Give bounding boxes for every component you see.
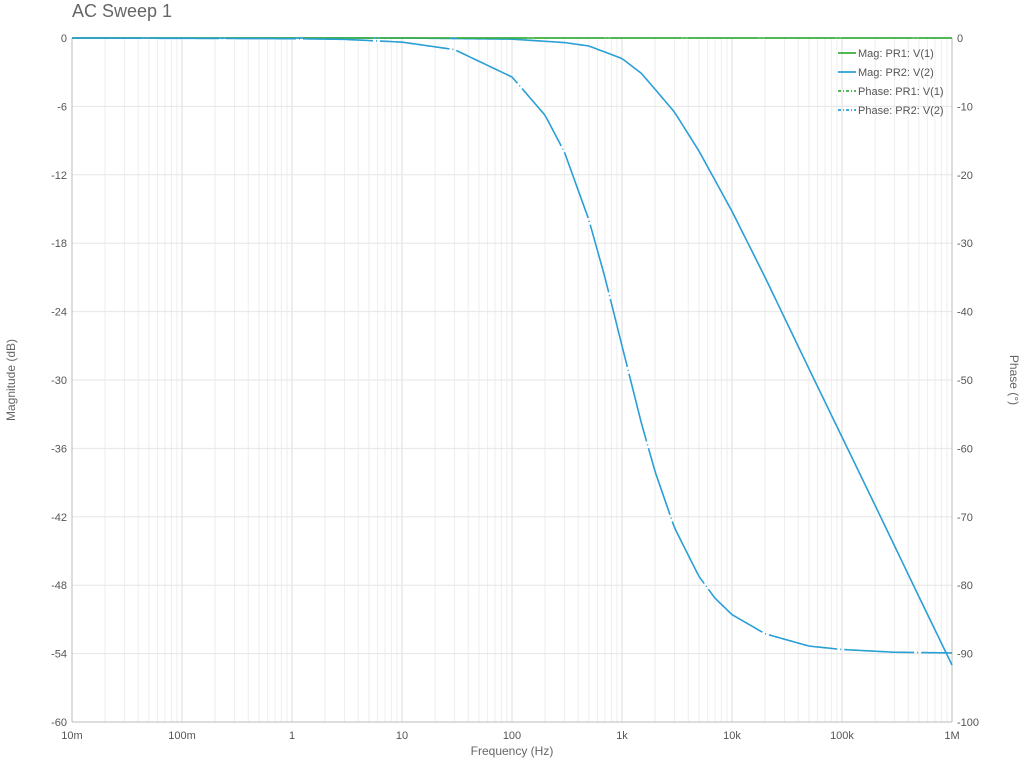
y-tick-label-right: -60 bbox=[957, 443, 973, 455]
x-tick-label: 1 bbox=[289, 730, 295, 742]
y-tick-label-left: -60 bbox=[51, 717, 67, 729]
y-tick-label-right: 0 bbox=[957, 33, 963, 45]
y-tick-label-right: -70 bbox=[957, 512, 973, 524]
y-tick-label-right: -10 bbox=[957, 101, 973, 113]
x-tick-label: 100k bbox=[830, 730, 854, 742]
x-tick-label: 1k bbox=[616, 730, 628, 742]
legend-label: Phase: PR2: V(2) bbox=[858, 105, 944, 117]
y-tick-label-left: -42 bbox=[51, 512, 67, 524]
y-tick-label-left: -18 bbox=[51, 238, 67, 250]
x-tick-label: 1M bbox=[944, 730, 959, 742]
y-tick-label-left: -6 bbox=[57, 101, 67, 113]
y-tick-label-right: -80 bbox=[957, 580, 973, 592]
y-tick-label-left: -24 bbox=[51, 307, 67, 319]
y-tick-label-right: -30 bbox=[957, 238, 973, 250]
y-tick-label-left: -48 bbox=[51, 580, 67, 592]
y-tick-label-right: -50 bbox=[957, 375, 973, 387]
y-tick-label-right: -20 bbox=[957, 170, 973, 182]
x-tick-label: 100m bbox=[168, 730, 196, 742]
y-tick-label-left: -30 bbox=[51, 375, 67, 387]
grid-layer bbox=[71, 37, 953, 723]
x-axis-label: Frequency (Hz) bbox=[471, 744, 554, 758]
y-tick-label-left: -12 bbox=[51, 170, 67, 182]
x-tick-label: 10k bbox=[723, 730, 741, 742]
y-tick-label-left: -54 bbox=[51, 649, 67, 661]
y-tick-label-right: -90 bbox=[957, 649, 973, 661]
series-line-4 bbox=[71, 37, 953, 654]
y-axis-label-magnitude: Magnitude (dB) bbox=[4, 339, 18, 421]
y-tick-label-right: -40 bbox=[957, 307, 973, 319]
x-tick-label: 100 bbox=[503, 730, 521, 742]
series-layer bbox=[71, 37, 953, 666]
y-axis-label-phase: Phase (°) bbox=[1007, 355, 1021, 405]
legend: Mag: PR1: V(1) Mag: PR2: V(2) Phase: PR1: … bbox=[838, 48, 944, 117]
legend-label: Mag: PR1: V(1) bbox=[858, 48, 934, 60]
y-tick-label-left: 0 bbox=[61, 33, 67, 45]
y-tick-label-right: -100 bbox=[957, 717, 979, 729]
y-tick-label-left: -36 bbox=[51, 443, 67, 455]
legend-label: Phase: PR1: V(1) bbox=[858, 86, 944, 98]
legend-label: Mag: PR2: V(2) bbox=[858, 67, 934, 79]
axes-layer: 10m 100m 1 10 100 1k 10k 100k 1M 0 -6 -12 -18 -24 -30 -… bbox=[51, 33, 979, 742]
x-tick-label: 10 bbox=[396, 730, 408, 742]
x-tick-label: 10m bbox=[61, 730, 82, 742]
chart-title: AC Sweep 1 bbox=[72, 1, 173, 21]
